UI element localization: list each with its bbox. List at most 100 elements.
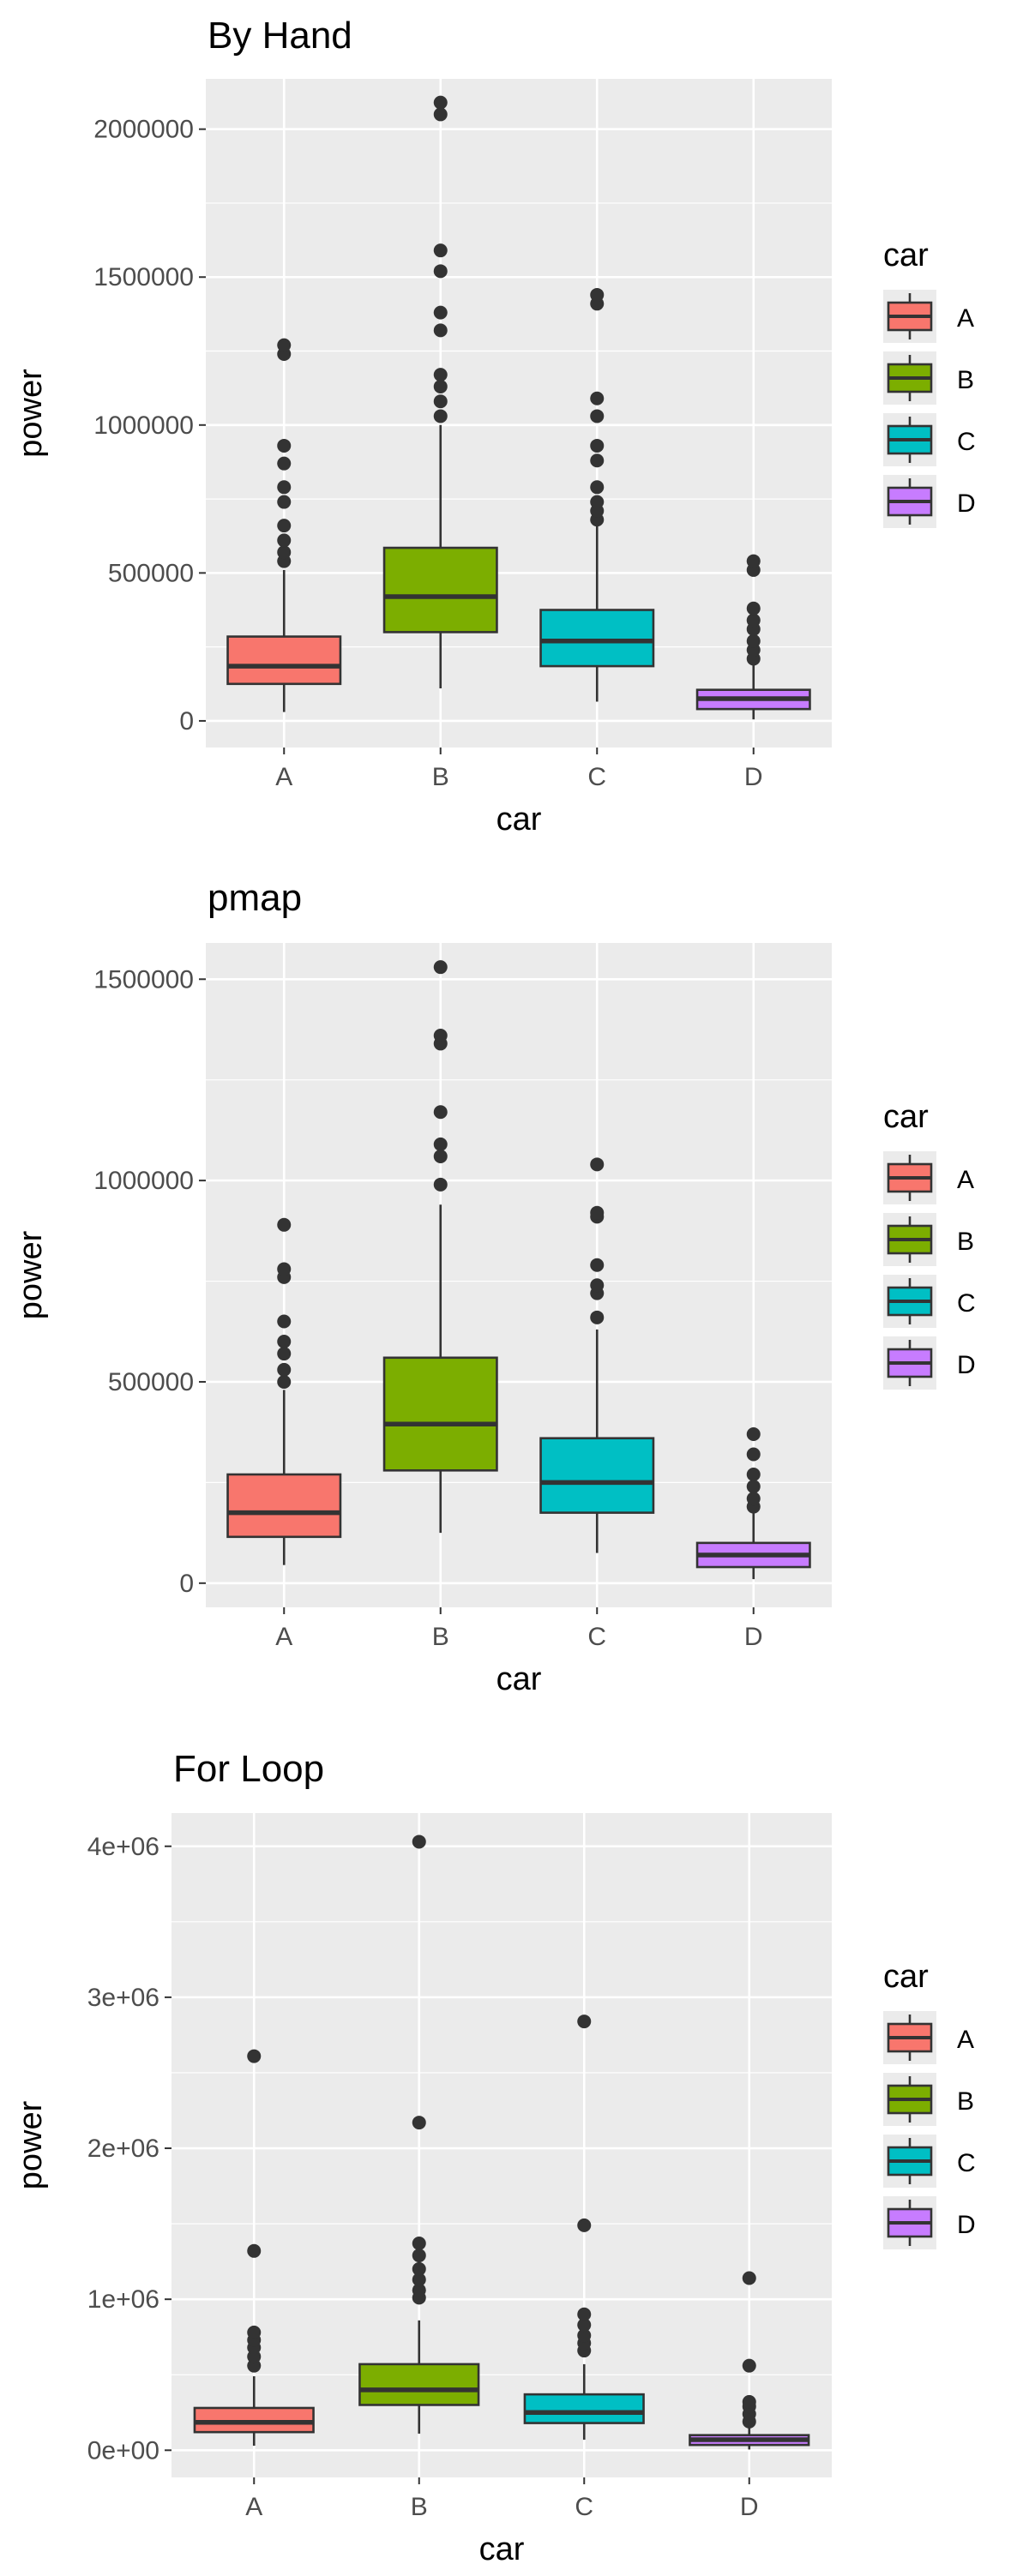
outlier-point bbox=[577, 2218, 592, 2232]
outlier-point bbox=[412, 1834, 426, 1849]
outlier-point bbox=[433, 1149, 448, 1163]
outlier-point bbox=[590, 1205, 605, 1220]
x-tick-label: C bbox=[587, 763, 606, 791]
legend-key-C bbox=[883, 1275, 936, 1328]
y-axis-title: power bbox=[13, 1230, 49, 1319]
outlier-point bbox=[746, 1468, 761, 1481]
outlier-point bbox=[277, 1347, 292, 1361]
legend-title: car bbox=[883, 1099, 929, 1135]
y-tick-label: 500000 bbox=[108, 1368, 194, 1396]
x-tick-label: C bbox=[587, 1623, 606, 1651]
box-B bbox=[358, 1834, 480, 2434]
legend-key-D bbox=[883, 1336, 936, 1390]
outlier-point bbox=[590, 1258, 605, 1272]
x-tick-label: D bbox=[744, 763, 763, 791]
outlier-point bbox=[577, 2015, 592, 2029]
box-iqr bbox=[539, 1437, 655, 1514]
x-tick-label: D bbox=[740, 2493, 759, 2521]
outlier-point bbox=[412, 2249, 426, 2263]
box-A bbox=[193, 2049, 315, 2447]
outlier-point bbox=[412, 2236, 426, 2250]
chart-title: By Hand bbox=[208, 15, 352, 57]
outlier-point bbox=[277, 545, 292, 560]
x-tick-label: B bbox=[411, 2493, 428, 2521]
legend-label: A bbox=[957, 1166, 974, 1194]
outlier-point bbox=[277, 456, 292, 471]
box-A bbox=[226, 1217, 342, 1565]
outlier-point bbox=[433, 264, 448, 279]
legend-label: B bbox=[957, 366, 974, 394]
outlier-point bbox=[433, 368, 448, 382]
y-tick-label: 0 bbox=[179, 707, 194, 736]
outlier-point bbox=[746, 1492, 761, 1506]
outlier-point bbox=[247, 2243, 262, 2258]
outlier-point bbox=[433, 243, 448, 258]
box-iqr bbox=[382, 1356, 498, 1472]
outlier-point bbox=[433, 409, 448, 423]
outlier-point bbox=[433, 394, 448, 409]
outlier-point bbox=[590, 391, 605, 405]
box-C bbox=[539, 1157, 655, 1553]
legend-key-B bbox=[883, 1213, 936, 1266]
outlier-point bbox=[277, 1362, 292, 1377]
outlier-point bbox=[590, 495, 605, 509]
chart-3: For Loop 0e+00 1e+06 2e+06 3e+06 4e+06 A B C Dcar… bbox=[13, 1748, 976, 2567]
outlier-point bbox=[277, 438, 292, 453]
outlier-point bbox=[412, 2261, 426, 2276]
outlier-point bbox=[433, 1177, 448, 1192]
legend-key-D bbox=[883, 475, 936, 528]
y-axis-title: power bbox=[13, 2100, 49, 2189]
box-C bbox=[523, 2015, 645, 2440]
outlier-point bbox=[746, 1447, 761, 1462]
box-C bbox=[539, 287, 655, 702]
box-D bbox=[689, 2271, 810, 2450]
plot-panel bbox=[172, 1813, 832, 2477]
y-tick-label: 1500000 bbox=[93, 263, 194, 291]
outlier-point bbox=[590, 453, 605, 468]
outlier-point bbox=[590, 1278, 605, 1293]
outlier-point bbox=[590, 438, 605, 453]
box-iqr bbox=[358, 2363, 480, 2406]
outlier-point bbox=[247, 2049, 262, 2063]
outlier-point bbox=[247, 2325, 262, 2339]
outlier-point bbox=[746, 633, 761, 648]
outlier-point bbox=[412, 2273, 426, 2287]
legend-label: A bbox=[957, 2026, 974, 2054]
y-tick-label: 2000000 bbox=[93, 116, 194, 144]
legend-key-A bbox=[883, 2011, 936, 2064]
outlier-point bbox=[433, 1137, 448, 1151]
legend-label: D bbox=[957, 2211, 976, 2239]
y-tick-label: 1000000 bbox=[93, 1167, 194, 1195]
outlier-point bbox=[277, 338, 292, 352]
outlier-point bbox=[433, 95, 448, 110]
outlier-point bbox=[412, 2283, 426, 2297]
box-iqr bbox=[226, 1473, 342, 1539]
outlier-point bbox=[746, 613, 761, 627]
outlier-point bbox=[277, 1374, 292, 1389]
legend-label: C bbox=[957, 1289, 976, 1318]
x-tick-label: A bbox=[275, 763, 292, 791]
legend: car A B C D bbox=[883, 237, 976, 528]
chart-title: pmap bbox=[208, 877, 302, 919]
outlier-point bbox=[746, 601, 761, 615]
outlier-point bbox=[277, 1262, 292, 1276]
y-tick-label: 1000000 bbox=[93, 411, 194, 440]
legend-key-C bbox=[883, 413, 936, 466]
box-B bbox=[382, 95, 498, 688]
legend-key-B bbox=[883, 2073, 936, 2126]
outlier-point bbox=[742, 2358, 756, 2373]
outlier-point bbox=[433, 960, 448, 975]
x-axis-title: car bbox=[479, 2531, 525, 2567]
y-tick-label: 1500000 bbox=[93, 965, 194, 994]
legend-label: D bbox=[957, 1351, 976, 1379]
legend-label: D bbox=[957, 489, 976, 518]
box-iqr bbox=[226, 635, 342, 686]
outlier-point bbox=[277, 533, 292, 548]
box-iqr bbox=[539, 609, 655, 668]
legend-label: C bbox=[957, 2149, 976, 2177]
box-D bbox=[695, 554, 811, 720]
y-tick-label: 3e+06 bbox=[87, 1984, 159, 2012]
x-axis-title: car bbox=[496, 802, 542, 838]
